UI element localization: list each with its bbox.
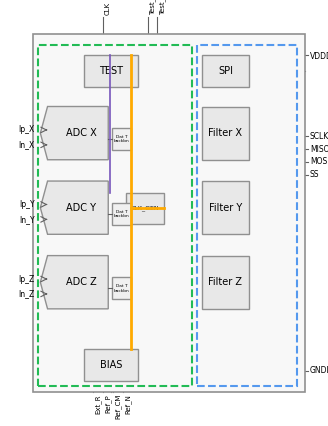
- Bar: [38, 45, 192, 386]
- Text: Ref_CM: Ref_CM: [115, 394, 122, 420]
- Text: Test_P: Test_P: [149, 0, 156, 15]
- Text: Ip_X: Ip_X: [18, 125, 34, 135]
- Text: Ip_Z: Ip_Z: [18, 274, 34, 284]
- Bar: [84, 349, 138, 381]
- Bar: [197, 45, 297, 386]
- Polygon shape: [40, 106, 108, 160]
- Text: GNDD: GNDD: [310, 366, 328, 375]
- Text: SPI: SPI: [218, 66, 233, 76]
- Bar: [112, 128, 131, 150]
- Text: Dat T
backbn: Dat T backbn: [113, 284, 129, 293]
- Bar: [202, 55, 249, 87]
- Text: VDDD_18: VDDD_18: [310, 51, 328, 60]
- Text: Ref_P: Ref_P: [105, 394, 112, 413]
- Bar: [112, 203, 131, 225]
- Bar: [126, 193, 164, 224]
- Text: Ip_Y: Ip_Y: [19, 200, 34, 209]
- Bar: [84, 55, 138, 87]
- Bar: [112, 277, 131, 299]
- Text: In_X: In_X: [18, 140, 34, 150]
- Text: ADC Y: ADC Y: [66, 203, 96, 213]
- Text: CLK: CLK: [105, 2, 111, 15]
- Text: Filter X: Filter X: [209, 128, 242, 138]
- Text: Filter Y: Filter Y: [209, 203, 242, 213]
- Text: TEST: TEST: [99, 66, 123, 76]
- Text: BIAS: BIAS: [99, 360, 122, 370]
- Bar: [202, 106, 249, 160]
- Text: SS: SS: [310, 170, 319, 179]
- Text: Ext_R: Ext_R: [95, 394, 102, 414]
- Text: ADC X: ADC X: [66, 128, 96, 138]
- Text: Dat T
backbn: Dat T backbn: [113, 135, 129, 143]
- Text: CLK_GEN: CLK_GEN: [131, 205, 159, 211]
- Bar: [33, 34, 305, 392]
- Text: Filter Z: Filter Z: [209, 277, 242, 287]
- Text: Dat T
backbn: Dat T backbn: [113, 210, 129, 218]
- Text: SCLK: SCLK: [310, 132, 328, 141]
- Bar: [202, 181, 249, 234]
- Bar: [202, 256, 249, 309]
- Polygon shape: [40, 256, 108, 309]
- Text: MISO: MISO: [310, 144, 328, 154]
- Text: In_Y: In_Y: [19, 215, 34, 224]
- Text: Test_N: Test_N: [159, 0, 166, 15]
- Polygon shape: [40, 181, 108, 234]
- Text: MOSI: MOSI: [310, 157, 328, 167]
- Text: ADC Z: ADC Z: [66, 277, 96, 287]
- Text: Ref_N: Ref_N: [125, 394, 132, 414]
- Text: In_Z: In_Z: [18, 289, 34, 299]
